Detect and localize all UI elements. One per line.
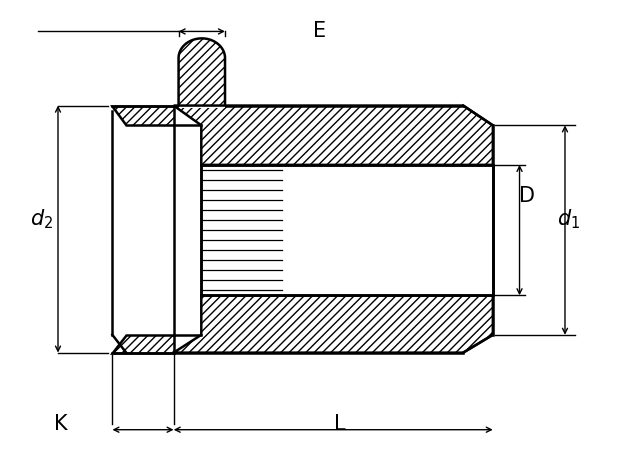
Polygon shape [113, 335, 174, 353]
Polygon shape [179, 38, 225, 106]
Polygon shape [179, 104, 225, 108]
Text: E: E [313, 21, 327, 41]
Polygon shape [202, 165, 493, 295]
Text: L: L [334, 414, 345, 434]
Polygon shape [113, 106, 174, 125]
Text: K: K [54, 414, 68, 434]
Polygon shape [174, 295, 493, 353]
Text: D: D [519, 186, 536, 207]
Polygon shape [113, 106, 174, 353]
Text: $d_1$: $d_1$ [557, 208, 580, 231]
Polygon shape [174, 106, 493, 165]
Text: $d_2$: $d_2$ [30, 208, 53, 231]
